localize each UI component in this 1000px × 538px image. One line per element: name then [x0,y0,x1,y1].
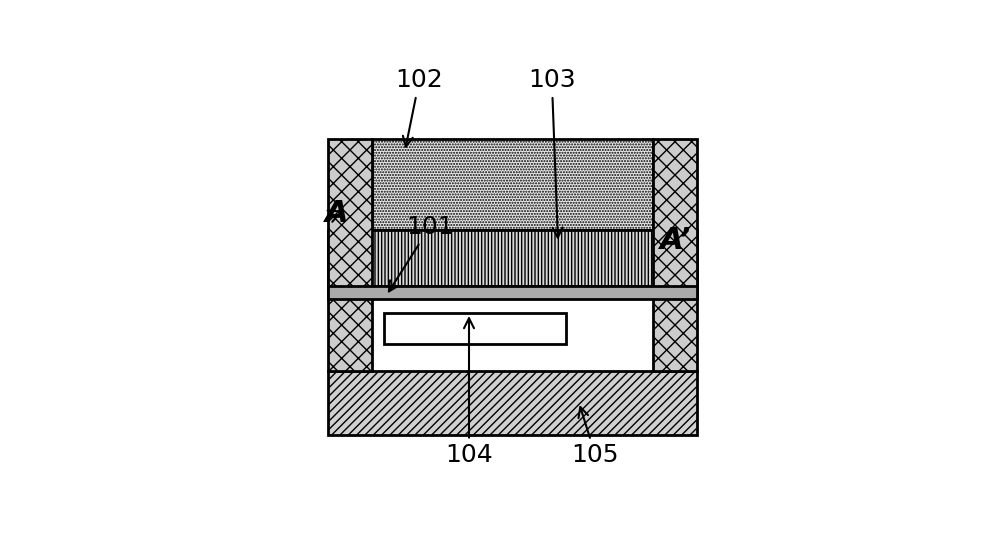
Bar [328,371,697,435]
Bar [372,299,653,371]
Text: A’: A’ [660,226,692,255]
Bar [328,139,372,371]
Bar [653,139,697,371]
Bar [384,313,566,344]
Bar [372,139,653,230]
Bar [328,230,697,286]
Text: 101: 101 [389,215,453,292]
Text: 104: 104 [445,318,493,467]
Bar [328,286,697,299]
Text: 102: 102 [395,68,443,146]
Text: 105: 105 [572,407,619,467]
Text: 103: 103 [528,68,576,238]
Text: A: A [325,199,348,228]
